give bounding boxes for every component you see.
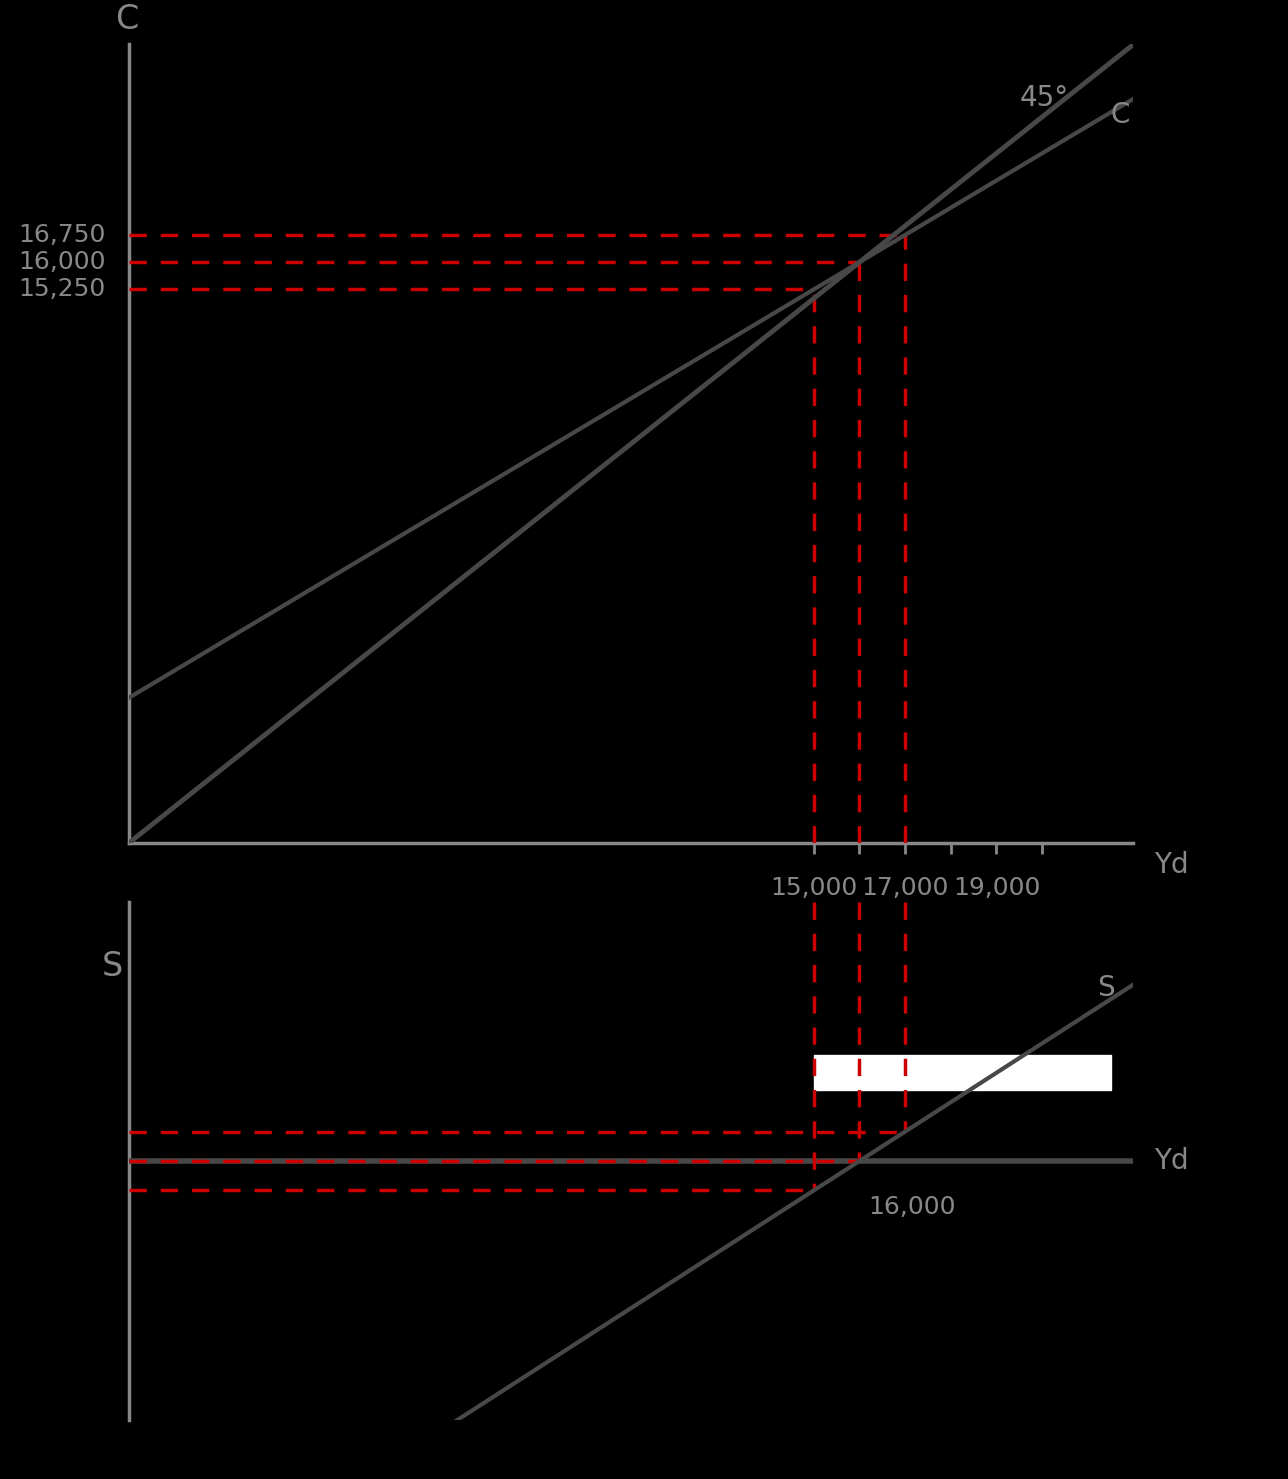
Text: Yd: Yd — [1154, 850, 1188, 879]
Text: 15,000: 15,000 — [770, 876, 858, 899]
Text: S: S — [1097, 975, 1114, 1003]
Text: 16,000: 16,000 — [815, 905, 903, 929]
Text: Yd: Yd — [1154, 1148, 1188, 1174]
Text: 45°: 45° — [1019, 84, 1069, 112]
Text: C: C — [115, 3, 138, 37]
Text: 20,000: 20,000 — [998, 905, 1086, 929]
Text: 16,750: 16,750 — [18, 223, 106, 247]
Text: S: S — [102, 951, 122, 984]
Text: 18,000: 18,000 — [907, 905, 994, 929]
Text: C: C — [1110, 102, 1130, 129]
Text: 16,000: 16,000 — [868, 1195, 956, 1219]
Text: 17,000: 17,000 — [862, 876, 949, 899]
Text: 15,250: 15,250 — [19, 278, 106, 302]
Text: 16,000: 16,000 — [18, 250, 106, 274]
Text: 19,000: 19,000 — [953, 876, 1041, 899]
